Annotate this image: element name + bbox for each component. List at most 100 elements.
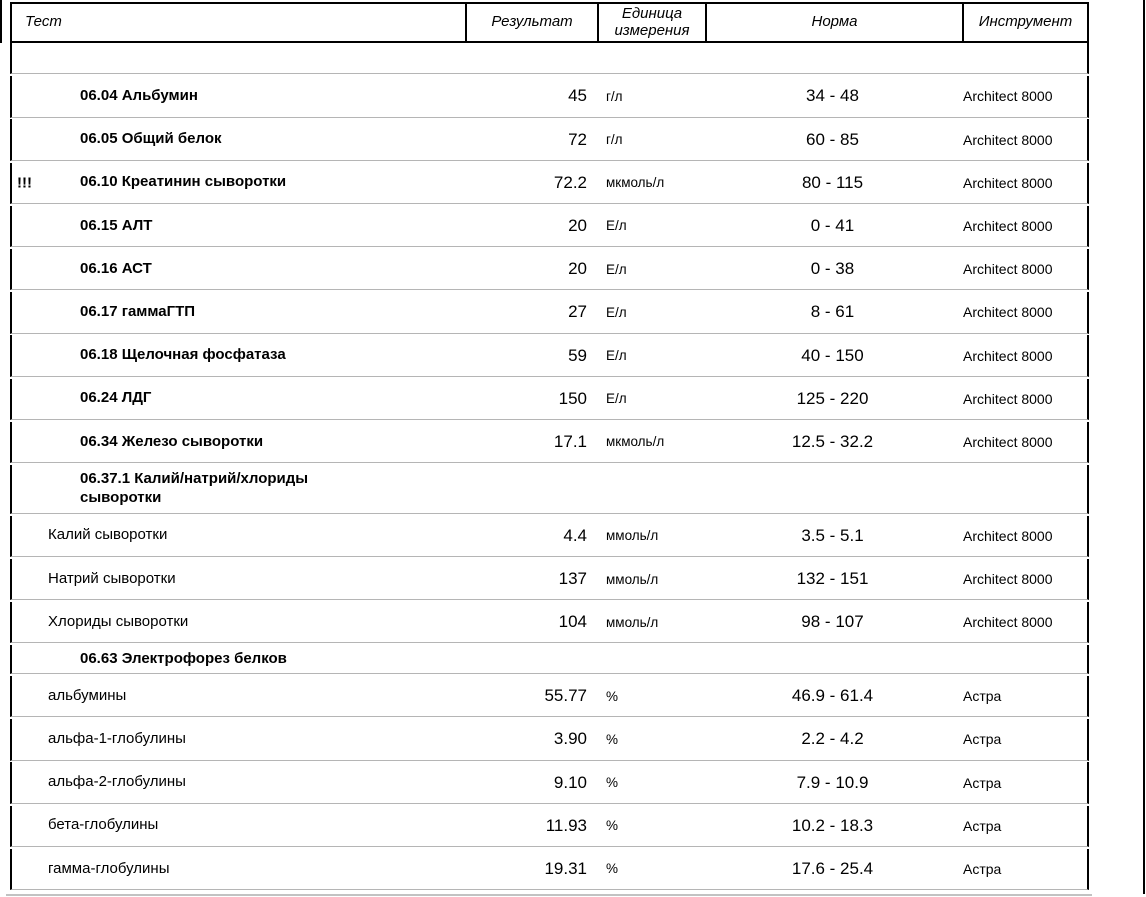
result-cell: 20 [464, 206, 596, 246]
norm-cell: 10.2 - 18.3 [704, 806, 961, 846]
instrument-cell: Астра [961, 719, 1086, 759]
instrument-value: Астра [963, 731, 1002, 748]
norm-cell [704, 465, 961, 513]
page-edge-right [1143, 0, 1145, 894]
next-row-top-border [6, 894, 1092, 896]
norm-value: 98 - 107 [801, 612, 864, 632]
column-header-norm: Норма [705, 4, 962, 41]
unit-value: мкмоль/л [606, 434, 665, 450]
test-row: альфа-2-глобулины 9.10% 7.9 - 10.9 Астра [10, 762, 1089, 804]
column-header-instrument: Инструмент [962, 4, 1089, 41]
norm-value: 3.5 - 5.1 [801, 525, 864, 545]
result-cell: 59 [464, 335, 596, 375]
test-name-cell: бета-глобулины [12, 806, 464, 846]
test-name-cell: 06.16 АСТ [12, 249, 464, 289]
unit-cell: % [596, 762, 704, 802]
instrument-value: Architect 8000 [963, 433, 1053, 450]
result-value: 59 [568, 345, 587, 365]
unit-value: г/л [606, 88, 623, 104]
test-name-cell: 06.37.1 Калий/натрий/хлориды сыворотки [12, 465, 464, 513]
unit-value: % [606, 731, 619, 747]
unit-cell: ммоль/л [596, 516, 704, 556]
unit-cell [596, 465, 704, 513]
instrument-cell: Architect 8000 [961, 163, 1086, 203]
result-cell: 104 [464, 602, 596, 642]
norm-value: 8 - 61 [810, 302, 855, 322]
instrument-value: Architect 8000 [963, 174, 1053, 191]
norm-value: 34 - 48 [806, 86, 859, 106]
unit-cell [596, 645, 704, 673]
test-name: бета-глобулины [48, 816, 159, 834]
unit-cell: % [596, 719, 704, 759]
instrument-cell: Астра [961, 806, 1086, 846]
instrument-value: Architect 8000 [963, 217, 1053, 234]
unit-cell [596, 43, 704, 73]
result-cell: 72 [464, 119, 596, 159]
instrument-cell: Architect 8000 [961, 292, 1086, 332]
test-name: Натрий сыворотки [48, 569, 176, 587]
instrument-value: Architect 8000 [963, 347, 1053, 364]
unit-cell: Е/л [596, 249, 704, 289]
result-cell [464, 645, 596, 673]
norm-cell: 8 - 61 [704, 292, 961, 332]
test-name-cell: 06.18 Щелочная фосфатаза [12, 335, 464, 375]
test-name-cell [12, 43, 464, 73]
result-cell: 27 [464, 292, 596, 332]
test-name: 06.04 Альбумин [80, 87, 198, 104]
result-cell: 9.10 [464, 762, 596, 802]
column-header-result: Результат [465, 4, 597, 41]
unit-cell: % [596, 849, 704, 889]
test-name: Калий сыворотки [48, 526, 168, 544]
result-value: 55.77 [544, 686, 587, 706]
norm-cell: 60 - 85 [704, 119, 961, 159]
norm-cell: 2.2 - 4.2 [704, 719, 961, 759]
norm-value: 17.6 - 25.4 [791, 858, 874, 878]
unit-value: Е/л [606, 391, 627, 407]
instrument-cell [961, 645, 1086, 673]
result-cell: 3.90 [464, 719, 596, 759]
test-name: альфа-2-глобулины [48, 773, 186, 791]
instrument-cell: Architect 8000 [961, 602, 1086, 642]
instrument-cell: Астра [961, 762, 1086, 802]
result-value: 11.93 [545, 815, 587, 835]
norm-value: 125 - 220 [796, 388, 869, 408]
test-name-cell: 06.17 гаммаГТП [12, 292, 464, 332]
instrument-cell: Астра [961, 676, 1086, 716]
norm-cell: 0 - 38 [704, 249, 961, 289]
test-name: 06.15 АЛТ [80, 216, 153, 234]
instrument-value: Астра [963, 688, 1002, 705]
test-row: 06.24 ЛДГ 150 Е/л 125 - 220 Architect 8000 [10, 378, 1089, 420]
norm-value: 46.9 - 61.4 [791, 686, 874, 706]
instrument-value: Астра [963, 860, 1002, 877]
column-header-test: Тест [10, 4, 465, 41]
test-name: 06.34 Железо сыворотки [80, 432, 264, 450]
result-cell [464, 43, 596, 73]
norm-cell: 3.5 - 5.1 [704, 516, 961, 556]
unit-value: Е/л [606, 348, 627, 363]
test-name: 06.05 Общий белок [80, 130, 222, 148]
test-name: альфа-1-глобулины [48, 730, 186, 748]
norm-value: 0 - 38 [810, 259, 855, 279]
column-header-unit-label: Единица измерения [614, 4, 690, 39]
norm-value: 7.9 - 10.9 [796, 772, 869, 792]
instrument-value: Architect 8000 [963, 571, 1053, 588]
test-name: альбумины [48, 686, 127, 704]
test-name-cell: !!! 06.10 Креатинин сыворотки [12, 163, 464, 203]
instrument-cell: Астра [961, 849, 1086, 889]
test-name-cell: 06.63 Электрофорез белков [12, 645, 464, 673]
instrument-cell: Architect 8000 [961, 335, 1086, 375]
test-name-cell: гамма-глобулины [12, 849, 464, 889]
norm-value: 10.2 - 18.3 [791, 815, 874, 835]
unit-cell: % [596, 676, 704, 716]
result-cell: 150 [464, 379, 596, 419]
norm-cell: 132 - 151 [704, 559, 961, 599]
test-row: 06.05 Общий белок 72 г/л 60 - 85 Architect 8… [10, 119, 1089, 161]
unit-value: г/л [606, 132, 623, 148]
unit-cell: Е/л [596, 292, 704, 332]
instrument-cell [961, 43, 1086, 73]
result-value: 150 [558, 388, 587, 408]
section-header-row: 06.63 Электрофорез белков [10, 645, 1089, 675]
unit-value: % [606, 775, 619, 791]
norm-value: 60 - 85 [806, 129, 859, 149]
result-value: 27 [568, 302, 587, 322]
